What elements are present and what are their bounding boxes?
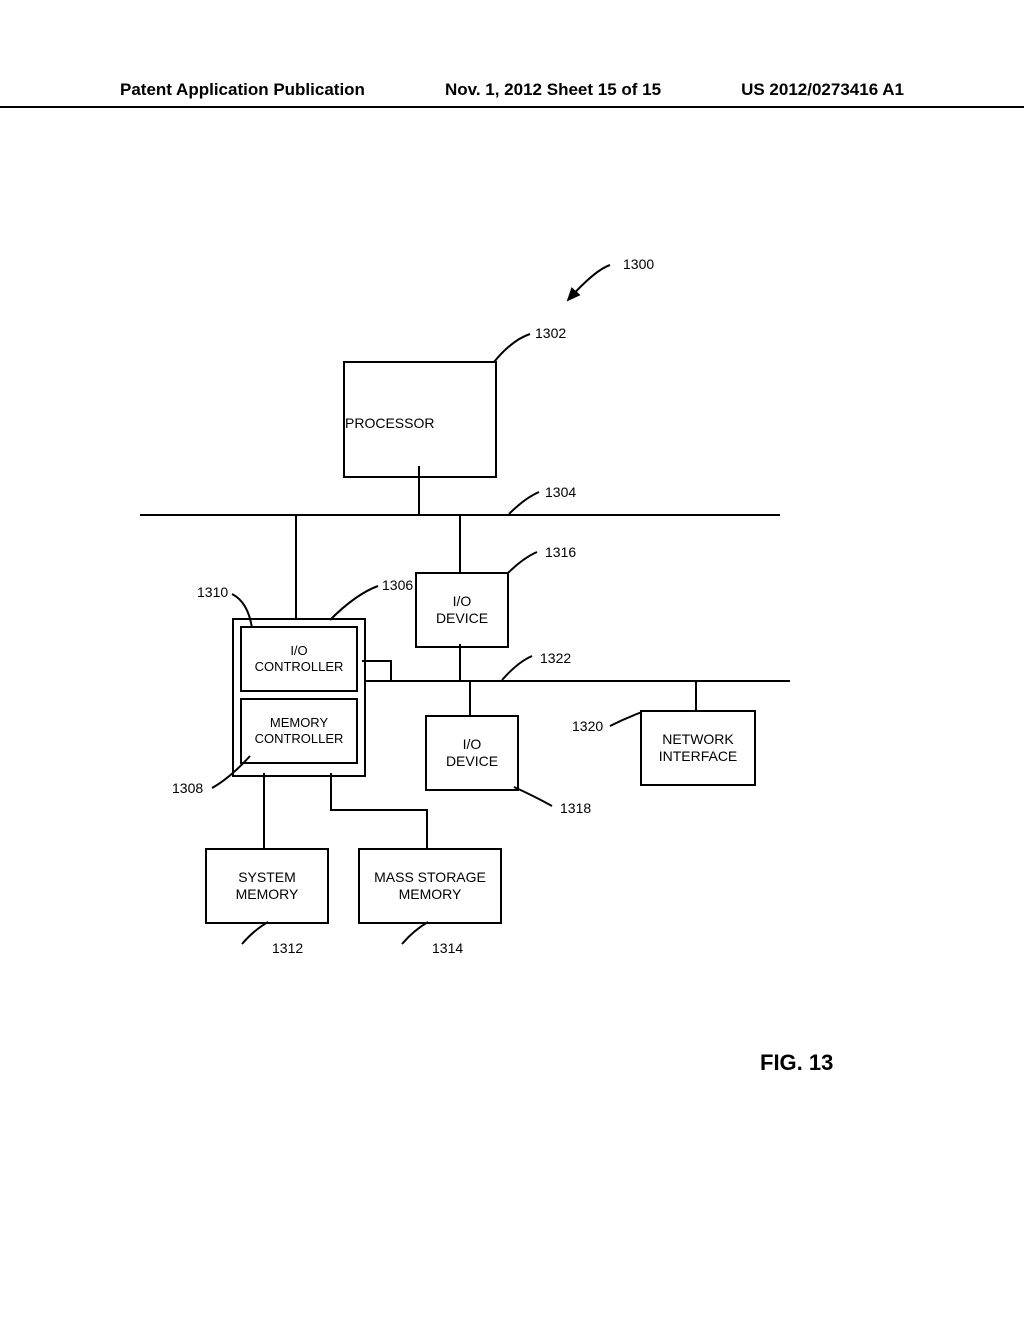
mass-storage-box: MASS STORAGE MEMORY bbox=[358, 848, 502, 924]
ref-1300: 1300 bbox=[623, 256, 654, 272]
io-device-top-box: I/O DEVICE bbox=[415, 572, 509, 648]
processor-label: PROCESSOR bbox=[345, 415, 434, 432]
leader-1302 bbox=[490, 328, 540, 368]
leader-1304 bbox=[505, 488, 545, 518]
conn-chipset-mass-v2 bbox=[426, 809, 428, 848]
leader-1310 bbox=[232, 590, 266, 632]
leader-1316 bbox=[503, 548, 543, 578]
ref-1312: 1312 bbox=[272, 940, 303, 956]
conn-bus2-iobot bbox=[469, 680, 471, 715]
ref-1322: 1322 bbox=[540, 650, 571, 666]
conn-bus1-chipset bbox=[295, 514, 297, 618]
conn-chipset-iotop-h bbox=[362, 660, 392, 662]
ref-1304: 1304 bbox=[545, 484, 576, 500]
header-left: Patent Application Publication bbox=[120, 80, 365, 100]
bus-1322 bbox=[365, 680, 790, 682]
ref-1318: 1318 bbox=[560, 800, 591, 816]
leader-1318 bbox=[512, 784, 556, 810]
leader-1300 bbox=[560, 260, 620, 310]
memory-controller-label: MEMORY CONTROLLER bbox=[255, 715, 344, 746]
io-controller-box: I/O CONTROLLER bbox=[240, 626, 358, 692]
ref-1320: 1320 bbox=[572, 718, 603, 734]
leader-1308 bbox=[210, 752, 258, 792]
header-center: Nov. 1, 2012 Sheet 15 of 15 bbox=[445, 80, 661, 100]
conn-chipset-iotop-v bbox=[390, 660, 392, 680]
io-device-bot-label: I/O DEVICE bbox=[446, 736, 498, 770]
ref-1306: 1306 bbox=[382, 577, 413, 593]
network-interface-box: NETWORK INTERFACE bbox=[640, 710, 756, 786]
ref-1316: 1316 bbox=[545, 544, 576, 560]
io-device-bot-box: I/O DEVICE bbox=[425, 715, 519, 791]
ref-1308: 1308 bbox=[172, 780, 203, 796]
mass-storage-label: MASS STORAGE MEMORY bbox=[374, 869, 486, 903]
conn-iotop-bus2 bbox=[459, 644, 461, 680]
figure-label: FIG. 13 bbox=[760, 1050, 833, 1076]
leader-1312 bbox=[240, 920, 274, 948]
conn-bus2-net bbox=[695, 680, 697, 710]
io-controller-label: I/O CONTROLLER bbox=[255, 643, 344, 674]
conn-chipset-mass-h bbox=[330, 809, 428, 811]
ref-1302: 1302 bbox=[535, 325, 566, 341]
io-device-top-label: I/O DEVICE bbox=[436, 593, 488, 627]
header-right: US 2012/0273416 A1 bbox=[741, 80, 904, 100]
ref-1314: 1314 bbox=[432, 940, 463, 956]
network-interface-label: NETWORK INTERFACE bbox=[659, 731, 738, 765]
page-header: Patent Application Publication Nov. 1, 2… bbox=[0, 80, 1024, 108]
conn-bus1-iodev-top bbox=[459, 514, 461, 572]
system-memory-box: SYSTEM MEMORY bbox=[205, 848, 329, 924]
ref-1310: 1310 bbox=[197, 584, 228, 600]
leader-1306 bbox=[326, 580, 386, 622]
processor-box: PROCESSOR bbox=[343, 361, 497, 478]
leader-1322 bbox=[498, 652, 538, 682]
conn-chipset-sysmem bbox=[263, 773, 265, 848]
system-memory-label: SYSTEM MEMORY bbox=[236, 869, 299, 903]
block-diagram: 1300 PROCESSOR 1302 1304 I/O DEVICE 1316… bbox=[0, 180, 1024, 1080]
leader-1320 bbox=[608, 708, 646, 732]
conn-chipset-mass-v bbox=[330, 773, 332, 809]
conn-processor-bus1 bbox=[418, 466, 420, 514]
leader-1314 bbox=[400, 920, 434, 948]
